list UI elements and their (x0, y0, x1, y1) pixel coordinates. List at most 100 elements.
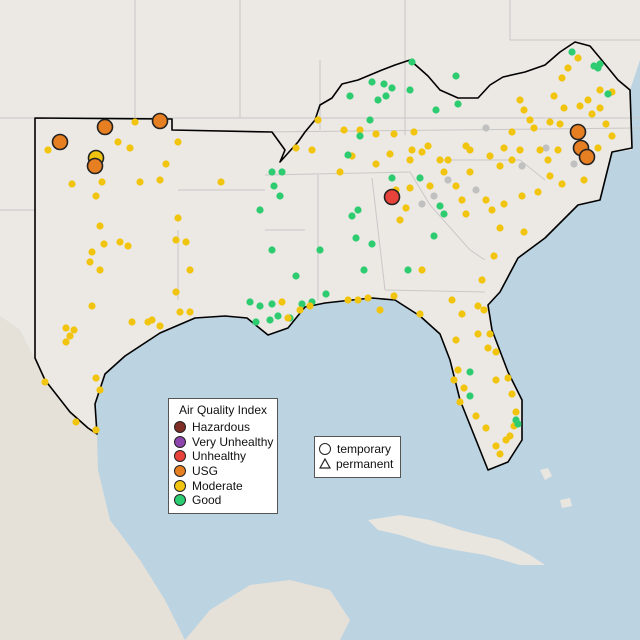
monitor-marker (92, 426, 100, 434)
monitor-marker (488, 206, 496, 214)
monitor-marker (296, 306, 304, 314)
monitor-marker (596, 60, 604, 68)
monitor-marker (186, 308, 194, 316)
monitor-marker (444, 176, 452, 184)
legend-swatch (174, 450, 186, 463)
legend-label: Hazardous (192, 420, 251, 435)
monitor-marker (252, 318, 260, 326)
monitor-marker (162, 160, 170, 168)
monitor-marker (496, 162, 504, 170)
monitor-marker (172, 236, 180, 244)
monitor-marker (534, 188, 542, 196)
monitor-marker (352, 234, 360, 242)
monitor-marker (516, 96, 524, 104)
legend-item-usg: USG (169, 464, 277, 479)
monitor-marker (418, 148, 426, 156)
monitor-marker (306, 302, 314, 310)
monitor-marker (570, 160, 578, 168)
monitor-marker (526, 116, 534, 124)
monitor-marker (128, 318, 136, 326)
monitor-marker (344, 151, 352, 159)
monitor-marker (92, 374, 100, 382)
monitor-marker (354, 296, 362, 304)
monitor-marker (436, 156, 444, 164)
monitor-marker (436, 202, 444, 210)
monitor-marker (278, 168, 286, 176)
monitor-marker (480, 306, 488, 314)
monitor-marker (554, 146, 562, 154)
monitor-marker (584, 96, 592, 104)
monitor-marker (462, 210, 470, 218)
monitor-marker (602, 120, 610, 128)
monitor-marker (416, 310, 424, 318)
monitor-marker-alert (383, 188, 401, 206)
monitor-marker (186, 266, 194, 274)
monitor-marker (424, 142, 432, 150)
monitor-marker (356, 132, 364, 140)
legend-swatch (174, 421, 186, 434)
monitor-marker (372, 130, 380, 138)
monitor-marker (62, 324, 70, 332)
monitor-marker (452, 72, 460, 80)
monitor-marker (452, 336, 460, 344)
monitor-marker (174, 138, 182, 146)
monitor-marker (174, 214, 182, 222)
monitor-marker (386, 150, 394, 158)
monitor-marker (62, 338, 70, 346)
monitor-marker (466, 146, 474, 154)
monitor-marker (298, 300, 306, 308)
legend-item-moderate: Moderate (169, 478, 277, 493)
monitor-marker (594, 144, 602, 152)
monitor-marker (520, 228, 528, 236)
monitor-marker (131, 118, 139, 126)
monitor-marker (474, 302, 482, 310)
monitor-marker (346, 92, 354, 100)
legend-item-very-unhealthy: Very Unhealthy (169, 435, 277, 450)
monitor-marker (70, 326, 78, 334)
monitor-marker (496, 224, 504, 232)
monitor-marker (314, 116, 322, 124)
monitor-marker (364, 294, 372, 302)
monitor-marker (536, 146, 544, 154)
monitor-marker (460, 384, 468, 392)
monitor-marker (544, 156, 552, 164)
monitor-marker (580, 176, 588, 184)
monitor-marker (426, 182, 434, 190)
legend-swatch (174, 494, 186, 507)
monitor-marker (284, 314, 292, 322)
monitor-marker (568, 48, 576, 56)
monitor-marker-alert (51, 133, 69, 151)
monitor-marker (486, 152, 494, 160)
monitor-marker (176, 308, 184, 316)
monitor-marker (512, 408, 520, 416)
monitor-marker (492, 348, 500, 356)
monitor-marker (390, 292, 398, 300)
monitor-marker (530, 124, 538, 132)
monitor-markers (41, 48, 616, 458)
mexico-land (0, 316, 185, 640)
monitor-marker (440, 168, 448, 176)
legend-label: USG (192, 464, 219, 479)
monitor-marker (576, 102, 584, 110)
legend-swatch (174, 435, 186, 448)
monitor-marker (472, 412, 480, 420)
aqi-legend: Air Quality Index Hazardous Very Unhealt… (168, 398, 278, 514)
monitor-marker (276, 192, 284, 200)
legend-item-unhealthy: Unhealthy (169, 449, 277, 464)
legend-item-permanent: permanent (315, 456, 400, 471)
triangle-icon (319, 458, 331, 469)
monitor-marker (520, 106, 528, 114)
monitor-marker-alert (569, 123, 587, 141)
circle-icon (319, 442, 331, 455)
monitor-marker (418, 200, 426, 208)
monitor-marker (66, 332, 74, 340)
monitor-marker (508, 390, 516, 398)
monitor-marker (356, 126, 364, 134)
monitor-marker (456, 398, 464, 406)
monitor-marker (322, 290, 330, 298)
monitor-marker (374, 96, 382, 104)
bahamas (540, 468, 572, 508)
monitor-marker (596, 104, 604, 112)
monitor-marker (116, 238, 124, 246)
monitor-marker (270, 182, 278, 190)
